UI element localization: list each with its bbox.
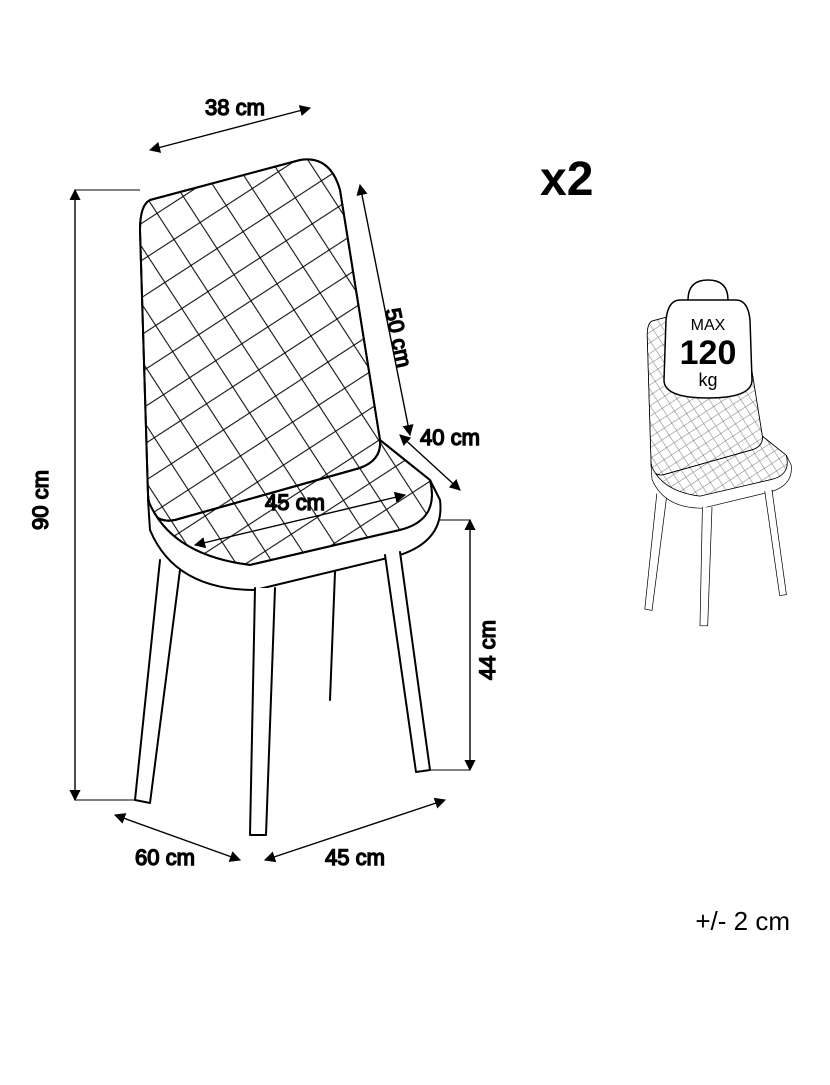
dim-depth-label: 60 cm — [135, 845, 195, 870]
dim-seat-floor-label: 44 cm — [475, 620, 500, 680]
weight-value-label: 120 — [680, 334, 737, 372]
dim-back-height-label: 50 cm — [380, 306, 417, 370]
weight-max-label: MAX — [691, 317, 726, 334]
dim-back-top-label: 38 cm — [205, 95, 265, 120]
spec-diagram: 38 cm 50 cm 40 cm 45 cm 90 cm 44 cm 60 c… — [0, 0, 830, 1080]
dim-seat-front-label: 45 cm — [265, 490, 325, 515]
weight-unit-label: kg — [698, 370, 717, 390]
quantity-label: x2 — [540, 153, 593, 206]
dim-front-width-label: 45 cm — [325, 845, 385, 870]
tolerance-label: +/- 2 cm — [695, 906, 790, 936]
diagram-svg: 38 cm 50 cm 40 cm 45 cm 90 cm 44 cm 60 c… — [0, 0, 830, 1080]
dim-total-height-label: 90 cm — [28, 470, 53, 530]
dim-seat-side-label: 40 cm — [420, 425, 480, 450]
